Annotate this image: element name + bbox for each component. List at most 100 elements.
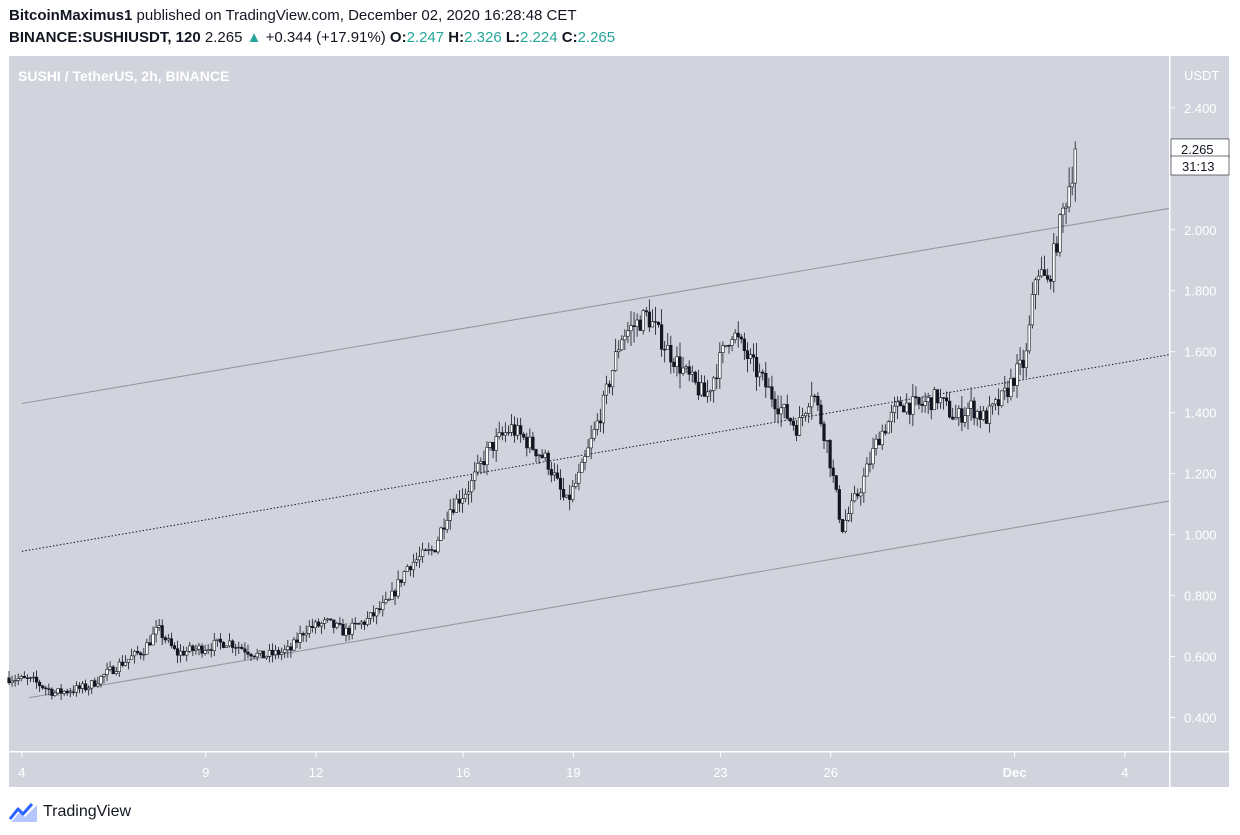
candle-body-106 <box>332 619 336 628</box>
candle-body-21 <box>71 691 75 693</box>
candle-body-146 <box>454 498 458 513</box>
candle-body-83 <box>261 650 265 659</box>
candle-body-193 <box>598 420 602 424</box>
candle-body-176 <box>546 452 550 470</box>
candle-body-285 <box>880 430 884 446</box>
upper-channel-line <box>21 207 1170 405</box>
candle-body-119 <box>372 612 376 617</box>
price-chart[interactable]: SUSHI / TetherUS, 2h, BINANCE USDT 0.400… <box>0 55 1240 788</box>
candle-body-108 <box>338 622 342 625</box>
time-tick-label-6: 26 <box>824 765 838 780</box>
candle-body-112 <box>350 622 354 635</box>
candle-body-295 <box>911 396 915 415</box>
candle-body-25 <box>83 683 88 691</box>
candle-body-297 <box>917 397 921 405</box>
candle-body-117 <box>365 618 370 625</box>
candle-body-243 <box>751 354 756 358</box>
candle-body-167 <box>519 425 523 435</box>
candle-body-240 <box>742 338 746 352</box>
candle-body-10 <box>38 681 42 687</box>
time-tick-label-5: 23 <box>713 765 727 780</box>
candle-body-181 <box>561 488 566 498</box>
time-tick-label-3: 16 <box>456 765 470 780</box>
candle-body-154 <box>479 461 483 464</box>
candle-body-241 <box>745 350 750 359</box>
candle-body-200 <box>620 339 624 351</box>
mid-channel-line <box>21 354 1170 552</box>
author-name[interactable]: BitcoinMaximus1 <box>9 7 133 24</box>
candle-body-199 <box>617 349 621 352</box>
low-value: 2.224 <box>520 29 558 46</box>
candle-body-99 <box>310 626 314 628</box>
up-arrow-icon: ▲ <box>246 29 262 46</box>
candle-body-277 <box>856 493 860 497</box>
candle-body-168 <box>522 433 526 438</box>
candle-body-66 <box>209 649 213 651</box>
time-axis[interactable] <box>9 752 1169 787</box>
candle-body-178 <box>552 472 556 476</box>
candle-body-190 <box>589 437 593 449</box>
candle-body-102 <box>319 623 324 627</box>
last-price-label: 2.265 <box>1181 142 1214 157</box>
candle-body-177 <box>549 468 553 476</box>
candle-body-31 <box>102 674 106 677</box>
candle-body-159 <box>494 436 498 451</box>
candle-body-51 <box>163 637 167 641</box>
bar-countdown: 31:13 <box>1182 159 1215 174</box>
candle-body-216 <box>669 345 673 363</box>
candle-body-128 <box>399 579 403 583</box>
candle-body-311 <box>960 408 964 423</box>
candle-body-279 <box>862 475 866 494</box>
price-tick-label-5: 1.400 <box>1184 406 1217 421</box>
candle-body-319 <box>984 410 988 424</box>
candle-body-222 <box>687 366 691 375</box>
candle-body-163 <box>506 432 511 434</box>
candle-body-267 <box>825 440 829 442</box>
candle-body-253 <box>782 404 786 409</box>
candle-body-121 <box>378 608 382 611</box>
candle-body-87 <box>273 649 278 656</box>
candle-body-62 <box>197 645 201 650</box>
candle-body-133 <box>414 559 419 563</box>
candle-body-207 <box>641 310 645 331</box>
candle-body-341 <box>1052 243 1056 282</box>
candle-body-180 <box>558 477 563 490</box>
low-label: L: <box>505 29 521 46</box>
candle-body-269 <box>831 467 835 476</box>
candle-body-45 <box>145 642 149 655</box>
candle-body-281 <box>868 463 872 465</box>
candle-body-272 <box>840 519 844 532</box>
candle-body-242 <box>748 354 753 359</box>
candle-body-197 <box>610 370 615 388</box>
candle-body-149 <box>463 493 468 499</box>
candle-body-116 <box>362 621 367 625</box>
candle-body-152 <box>473 471 477 481</box>
candle-body-74 <box>234 647 238 649</box>
candle-body-69 <box>218 638 223 643</box>
candle-body-261 <box>807 406 811 414</box>
tradingview-footer[interactable]: TradingView <box>9 800 131 824</box>
candle-body-251 <box>776 408 780 415</box>
candle-body-331 <box>1021 359 1025 368</box>
candle-body-141 <box>439 527 443 541</box>
candle-body-333 <box>1027 324 1031 352</box>
candle-body-244 <box>754 357 759 378</box>
candle-body-17 <box>59 688 63 694</box>
candlestick-series <box>7 141 1077 700</box>
candle-body-310 <box>957 408 961 418</box>
candle-body-330 <box>1018 359 1022 365</box>
candle-body-97 <box>304 632 308 636</box>
candle-body-143 <box>445 520 449 530</box>
candle-body-5 <box>22 676 26 679</box>
candle-body-203 <box>629 325 633 332</box>
candle-body-37 <box>120 661 124 666</box>
candle-body-145 <box>451 509 455 513</box>
candle-body-28 <box>93 680 97 687</box>
channel-lines <box>21 207 1170 699</box>
candle-body-0 <box>7 677 11 684</box>
candle-body-221 <box>684 366 688 369</box>
candle-body-169 <box>525 436 529 449</box>
candle-body-160 <box>497 432 501 437</box>
price-tick-label-1: 0.600 <box>1184 650 1217 665</box>
candle-body-15 <box>53 692 57 696</box>
